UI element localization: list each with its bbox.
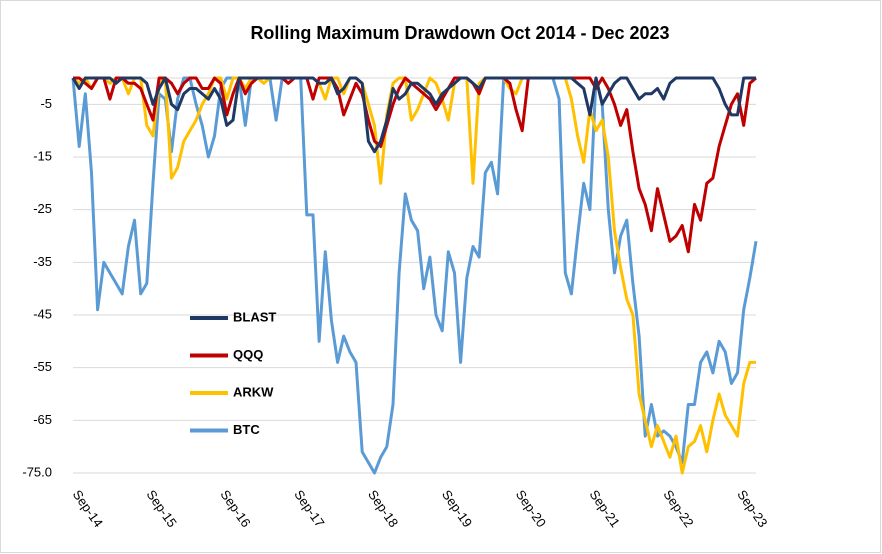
- series-line: [71, 76, 758, 475]
- y-tick-label: -45: [33, 306, 52, 321]
- y-tick-label: -75.0: [22, 464, 52, 479]
- y-tick-label: -5: [40, 96, 52, 111]
- y-tick-label: -35: [33, 254, 52, 269]
- legend-label: QQQ: [233, 347, 263, 362]
- y-tick-label: -25: [33, 201, 52, 216]
- legend-label: BLAST: [233, 309, 276, 324]
- legend-label: ARKW: [233, 384, 274, 399]
- series-line: [73, 76, 757, 254]
- legend-label: BTC: [233, 422, 260, 437]
- y-tick-label: -15: [33, 148, 52, 163]
- series-line: [71, 76, 756, 154]
- y-tick-label: -55: [33, 359, 52, 374]
- y-tick-label: -65: [33, 412, 52, 427]
- series-line: [72, 76, 756, 475]
- chart-title: Rolling Maximum Drawdown Oct 2014 - Dec …: [250, 23, 669, 43]
